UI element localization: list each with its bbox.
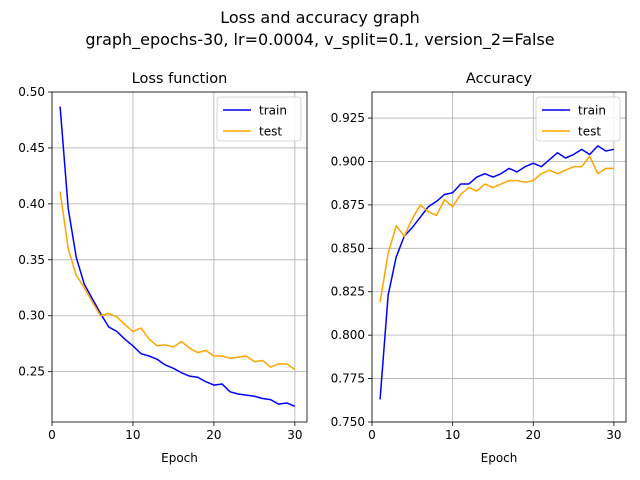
legend-label-test: test xyxy=(578,125,601,139)
y-tick-label: 0.925 xyxy=(331,111,365,125)
y-tick-label: 0.30 xyxy=(18,309,45,323)
legend-label-test: test xyxy=(259,125,282,139)
figure-title: Loss and accuracy graph xyxy=(220,8,420,27)
legend-label-train: train xyxy=(259,104,287,118)
x-tick-label: 30 xyxy=(606,428,621,442)
x-tick-label: 20 xyxy=(206,428,221,442)
subplot-1: 0 10 20 30 0.25 0.30 0.35 0.40 0.45 0.50 Loss func… xyxy=(18,71,308,465)
x-axis-label: Epoch xyxy=(161,451,198,465)
x-tick-label: 0 xyxy=(48,428,56,442)
legend: train test xyxy=(535,96,621,142)
x-tick-label: 10 xyxy=(445,428,460,442)
subplot-2: 0 10 20 30 0.750 0.775 0.800 0.825 0.850 0.875 0.9… xyxy=(331,71,627,465)
series-line-train xyxy=(59,106,296,408)
series-line-train xyxy=(379,145,615,400)
y-tick-label: 0.35 xyxy=(18,253,45,267)
legend-box xyxy=(535,96,621,142)
y-tick-label: 0.800 xyxy=(331,328,365,342)
x-tick-label: 10 xyxy=(125,428,140,442)
y-tick-label: 0.875 xyxy=(331,198,365,212)
series-line-test xyxy=(379,155,614,303)
subplot-title: Accuracy xyxy=(466,71,533,87)
x-axis-label: Epoch xyxy=(481,451,518,465)
figure-subtitle: graph_epochs-30, lr=0.0004, v_split=0.1,… xyxy=(85,30,555,49)
subplot-title: Loss function xyxy=(132,71,228,87)
y-tick-label: 0.900 xyxy=(331,154,365,168)
y-tick-label: 0.750 xyxy=(331,415,365,429)
axes-frame xyxy=(51,91,308,423)
y-tick-label: 0.25 xyxy=(18,365,45,379)
x-tick-label: 30 xyxy=(287,428,302,442)
y-tick-label: 0.50 xyxy=(18,85,45,99)
y-tick-label: 0.825 xyxy=(331,285,365,299)
legend: train test xyxy=(216,96,302,142)
axes-frame xyxy=(371,91,627,423)
x-tick-label: 20 xyxy=(526,428,541,442)
y-tick-label: 0.850 xyxy=(331,241,365,255)
series-line-test xyxy=(59,191,296,371)
legend-label-train: train xyxy=(578,104,606,118)
y-tick-label: 0.45 xyxy=(18,141,45,155)
x-tick-label: 0 xyxy=(368,428,376,442)
y-tick-label: 0.775 xyxy=(331,372,365,386)
legend-box xyxy=(216,96,302,142)
y-tick-label: 0.40 xyxy=(18,197,45,211)
